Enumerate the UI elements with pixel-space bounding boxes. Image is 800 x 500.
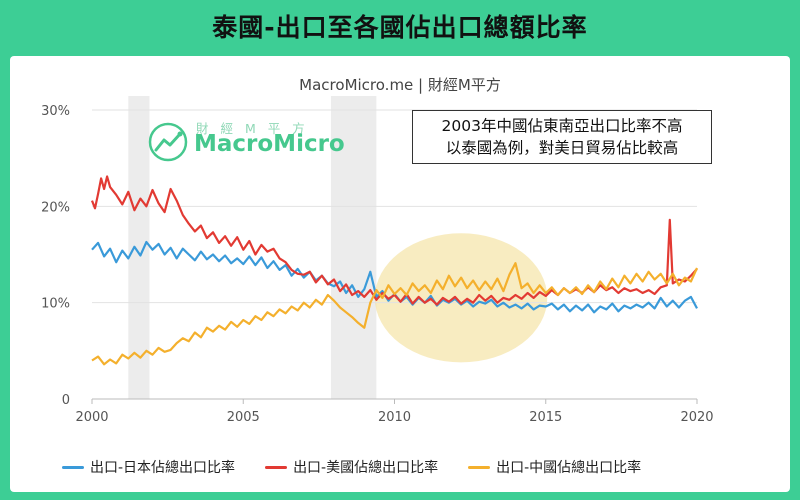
series-line-1	[90, 175, 698, 306]
legend-label-china: 出口-中國佔總出口比率	[496, 460, 642, 476]
legend-item-usa[interactable]: 出口-美國佔總出口比率	[265, 457, 438, 477]
legend-label-usa: 出口-美國佔總出口比率	[293, 460, 439, 476]
x-tick-label: 2015	[529, 410, 562, 425]
shaded-band-1	[330, 96, 377, 399]
annotation-line-2: 以泰國為例，對美日貿易佔比較高	[445, 139, 679, 157]
legend-swatch-japan	[62, 465, 84, 469]
y-tick-label: 30%	[41, 104, 70, 119]
macromicro-watermark: 財 經 M 平 方 MacroMicro	[148, 118, 348, 162]
legend-swatch-china	[468, 465, 491, 469]
legend-swatch-usa	[265, 465, 288, 469]
legend-label-japan: 出口-日本佔總出口比率	[90, 460, 236, 476]
legend-item-china[interactable]: 出口-中國佔總出口比率	[468, 457, 641, 477]
shaded-band-0	[128, 96, 150, 399]
x-tick-label: 2010	[378, 410, 411, 425]
chart-subtitle: MacroMicro.me | 財經M平方	[299, 76, 501, 94]
watermark-sub: 財 經 M 平 方	[196, 121, 309, 136]
y-tick-label: 0	[62, 393, 70, 408]
x-tick-label: 2000	[75, 410, 108, 425]
highlight-ellipse	[374, 233, 548, 363]
watermark-main: MacroMicro	[194, 131, 345, 157]
series-line-2	[91, 262, 699, 366]
trend-icon	[148, 122, 188, 162]
chart-legend: 出口-日本佔總出口比率 出口-美國佔總出口比率 出口-中國佔總出口比率	[62, 456, 641, 478]
y-tick-label: 20%	[41, 200, 70, 215]
annotation-line-1: 2003年中國佔東南亞出口比率不高	[441, 117, 683, 135]
chart-annotation: 2003年中國佔東南亞出口比率不高 以泰國為例，對美日貿易佔比較高	[412, 110, 712, 164]
page-title: 泰國-出口至各國佔出口總額比率	[212, 13, 588, 42]
y-tick-label: 10%	[41, 297, 70, 312]
x-tick-label: 2020	[680, 410, 713, 425]
x-tick-label: 2005	[227, 410, 260, 425]
legend-item-japan[interactable]: 出口-日本佔總出口比率	[62, 457, 235, 477]
title-bar: 泰國-出口至各國佔出口總額比率	[0, 0, 800, 52]
